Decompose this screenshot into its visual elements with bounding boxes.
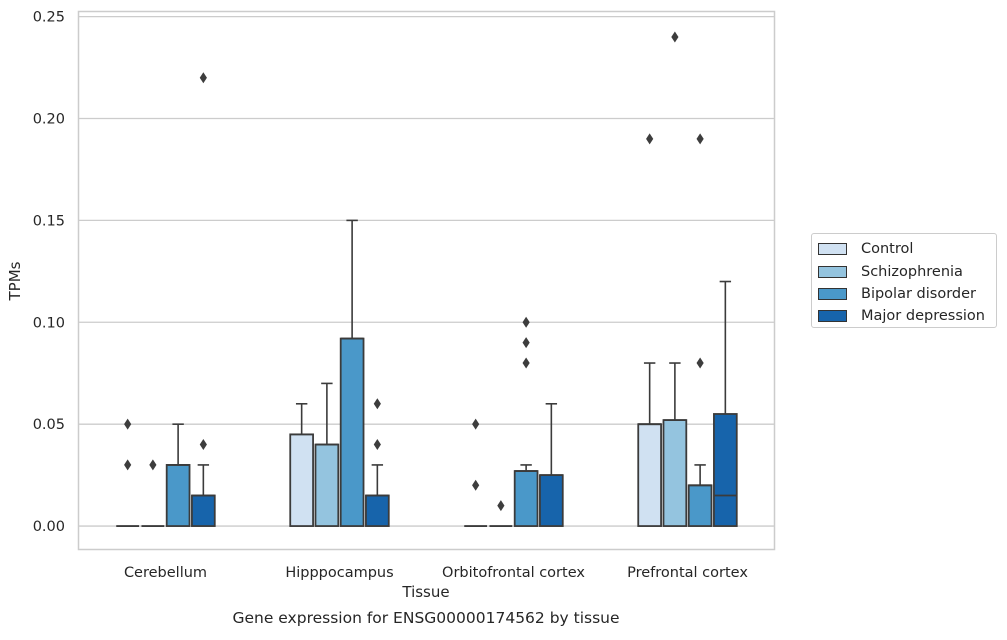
box-body bbox=[339, 337, 365, 527]
x-tick-label: Hipppocampus bbox=[285, 565, 393, 581]
outlier-point bbox=[373, 398, 381, 410]
box-body bbox=[289, 433, 314, 527]
box-bipolar-disorder-hipppocampus bbox=[339, 219, 365, 527]
y-tick-label: 0.25 bbox=[33, 10, 65, 26]
y-tick-label: 0.00 bbox=[33, 519, 65, 535]
outlier-point bbox=[124, 459, 132, 471]
legend-item-schizophrenia: Schizophrenia bbox=[818, 260, 996, 282]
outlier-point bbox=[149, 459, 157, 471]
legend-item-bipolar-disorder: Bipolar disorder bbox=[818, 283, 996, 305]
y-tick-label: 0.05 bbox=[33, 417, 65, 433]
box-body bbox=[637, 423, 662, 527]
box-control-hipppocampus bbox=[289, 402, 314, 527]
box-major-depression-prefrontal-cortex bbox=[713, 280, 738, 527]
box-body bbox=[365, 494, 390, 527]
legend-swatch-major-depression bbox=[818, 310, 847, 323]
box-body bbox=[191, 494, 216, 527]
y-tick-label: 0.15 bbox=[33, 213, 65, 229]
outlier-point bbox=[522, 337, 530, 349]
outlier-point bbox=[373, 439, 381, 451]
box-bipolar-disorder-orbitofrontal-cortex bbox=[513, 464, 539, 527]
box-layer bbox=[116, 219, 738, 527]
y-axis-label: TPMs bbox=[6, 261, 24, 301]
outlier-point bbox=[199, 72, 207, 84]
outlier-point bbox=[646, 133, 654, 145]
box-bipolar-disorder-prefrontal-cortex bbox=[687, 464, 713, 527]
outlier-point bbox=[696, 357, 704, 369]
box-body bbox=[687, 484, 713, 527]
outlier-layer bbox=[124, 31, 704, 512]
box-control-prefrontal-cortex bbox=[637, 362, 662, 527]
outlier-point bbox=[522, 316, 530, 328]
box-schizophrenia-hipppocampus bbox=[314, 382, 340, 527]
legend: Control Schizophrenia Bipolar disorder M… bbox=[811, 233, 997, 328]
outlier-point bbox=[497, 500, 505, 512]
legend-item-major-depression: Major depression bbox=[818, 305, 996, 327]
y-tick-label: 0.10 bbox=[33, 315, 65, 331]
box-major-depression-orbitofrontal-cortex bbox=[539, 402, 564, 527]
box-body bbox=[662, 419, 688, 527]
legend-label-major-depression: Major depression bbox=[861, 308, 985, 325]
y-tick-label: 0.20 bbox=[33, 111, 65, 127]
outlier-point bbox=[472, 479, 480, 491]
legend-label-control: Control bbox=[861, 241, 914, 258]
legend-swatch-schizophrenia bbox=[818, 265, 847, 278]
box-body bbox=[513, 470, 539, 527]
legend-item-control: Control bbox=[818, 238, 996, 260]
x-tick-label: Prefrontal cortex bbox=[627, 565, 748, 581]
box-major-depression-cerebellum bbox=[191, 464, 216, 527]
box-bipolar-disorder-cerebellum bbox=[165, 423, 191, 527]
box-body bbox=[314, 443, 340, 527]
outlier-point bbox=[472, 418, 480, 430]
box-body bbox=[539, 474, 564, 527]
box-body bbox=[165, 464, 191, 527]
x-axis-label: Tissue bbox=[401, 583, 449, 601]
outlier-point bbox=[199, 439, 207, 451]
legend-swatch-bipolar-disorder bbox=[818, 287, 847, 300]
x-tick-label: Orbitofrontal cortex bbox=[442, 565, 585, 581]
y-tick-labels: 0.00 0.05 0.10 0.15 0.20 0.25 bbox=[33, 10, 65, 535]
box-body bbox=[713, 413, 738, 527]
outlier-point bbox=[522, 357, 530, 369]
legend-label-schizophrenia: Schizophrenia bbox=[861, 263, 963, 280]
outlier-point bbox=[696, 133, 704, 145]
outlier-point bbox=[124, 418, 132, 430]
x-tick-label: Cerebellum bbox=[124, 565, 207, 581]
x-tick-labels: Cerebellum Hipppocampus Orbitofrontal cort… bbox=[124, 565, 748, 581]
box-major-depression-hipppocampus bbox=[365, 464, 390, 527]
plot-frame bbox=[77, 10, 776, 551]
legend-label-bipolar-disorder: Bipolar disorder bbox=[861, 285, 976, 302]
outlier-point bbox=[671, 31, 679, 43]
box-schizophrenia-prefrontal-cortex bbox=[662, 362, 688, 527]
legend-swatch-control bbox=[818, 243, 847, 256]
chart-title: Gene expression for ENSG00000174562 by t… bbox=[232, 609, 619, 627]
